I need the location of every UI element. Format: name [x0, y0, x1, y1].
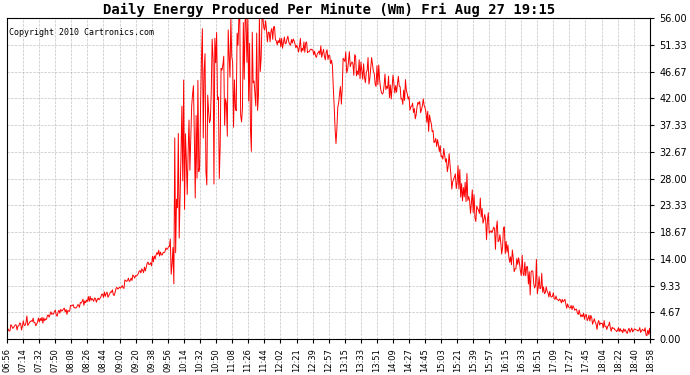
Text: Copyright 2010 Cartronics.com: Copyright 2010 Cartronics.com	[8, 28, 154, 37]
Title: Daily Energy Produced Per Minute (Wm) Fri Aug 27 19:15: Daily Energy Produced Per Minute (Wm) Fr…	[103, 3, 555, 17]
